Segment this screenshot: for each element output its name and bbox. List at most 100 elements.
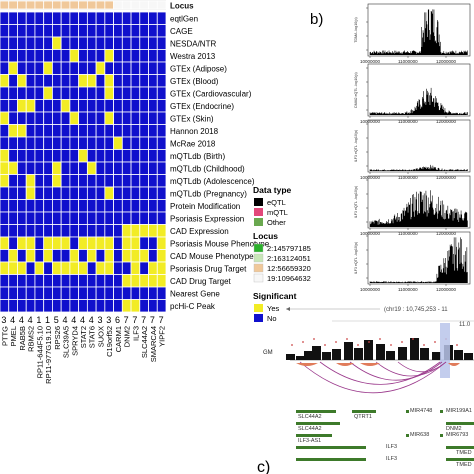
- heatmap-cell: [52, 161, 62, 175]
- heatmap-cell: [43, 186, 53, 200]
- heatmap-cell: [43, 124, 53, 138]
- heatmap-row-label: NESDA/NTR: [170, 39, 216, 48]
- heatmap-cell: [17, 161, 27, 175]
- heatmap-cell: [17, 11, 27, 25]
- legend-locus-label: 12:56659320: [267, 264, 311, 273]
- heatmap-column-digit: 4: [63, 315, 68, 325]
- heatmap-cell: [69, 286, 80, 300]
- heatmap-cell: [69, 261, 80, 275]
- heatmap-cell: [8, 236, 18, 250]
- heatmap-column-label: SLC44A2: [140, 326, 149, 358]
- track-xtick-label: 12000000: [436, 287, 457, 292]
- heatmap-cell: [148, 161, 158, 175]
- heatmap-row-label: mQTLdb (Adolescence): [170, 177, 255, 186]
- heatmap-cell: [130, 286, 141, 300]
- heatmap-cell: [43, 61, 53, 75]
- heatmap-cell: [139, 299, 149, 313]
- heatmap-cell: [148, 11, 158, 25]
- heatmap-cell: [113, 99, 123, 113]
- heatmap-cell: [139, 286, 149, 300]
- heatmap-cell: [95, 224, 106, 238]
- heatmap-row-label: GTEx (Adipose): [170, 64, 227, 73]
- heatmap-cell: [69, 236, 80, 250]
- heatmap-cell: [139, 161, 149, 175]
- heatmap-cell: [78, 24, 88, 38]
- heatmap-cell: [86, 261, 97, 275]
- heatmap-cell: [104, 61, 114, 75]
- heatmap-cell: [139, 11, 149, 25]
- panel-b-tracks: b) TDMA -log10(p) 10000000 11000000 1200000…: [310, 3, 471, 292]
- heatmap-cell: [95, 286, 106, 300]
- heatmap-cell: [17, 111, 27, 125]
- heatmap-cell: [148, 211, 158, 225]
- heatmap-cell: [86, 224, 97, 238]
- heatmap-cells: [0, 11, 167, 313]
- heatmap-cell: [69, 161, 80, 175]
- heatmap-cell: [17, 274, 27, 288]
- heatmap-cell: [130, 86, 141, 100]
- locus-strip: [0, 0, 167, 10]
- heatmap-cell: [0, 149, 10, 163]
- heatmap-cell: [43, 224, 53, 238]
- heatmap-cell: [86, 299, 97, 313]
- heatmap-cell: [104, 124, 114, 138]
- heatmap-column-digit: 3: [106, 315, 111, 325]
- heatmap-cell: [121, 136, 132, 150]
- heatmap-cell: [86, 136, 97, 150]
- track-signal: [369, 9, 468, 55]
- heatmap-cell: [52, 174, 62, 188]
- heatmap-cell: [113, 49, 123, 63]
- heatmap-locus-title: Locus: [170, 2, 194, 11]
- heatmap-cell: [0, 249, 10, 263]
- heatmap-cell: [113, 149, 123, 163]
- heatmap-cell: [43, 111, 53, 125]
- track-frame: [367, 231, 471, 285]
- heatmap-cell: [156, 61, 167, 75]
- legend-significant-title: Significant: [253, 291, 297, 301]
- heatmap-cell: [34, 161, 45, 175]
- heatmap-cell: [17, 149, 27, 163]
- heatmap-row-label: Psoriasis Mouse Phenotype: [170, 239, 270, 248]
- heatmap-cell: [156, 24, 167, 38]
- heatmap-cell: [78, 174, 88, 188]
- heatmap-row-label: CAD Mouse Phenotype: [170, 252, 254, 261]
- signal-bar: [376, 344, 385, 360]
- heatmap-cell: [104, 136, 114, 150]
- legend-locus-label: 19:10964632: [267, 274, 311, 283]
- heatmap-column-label: SMARCA4: [149, 326, 158, 362]
- heatmap-cell: [78, 36, 88, 50]
- heatmap-column-digit: 6: [115, 315, 120, 325]
- heatmap-cell: [0, 236, 10, 250]
- track-ylabel: ILF3 eQTL -log10(p): [354, 130, 358, 162]
- heatmap-cell: [95, 11, 106, 25]
- heatmap-cell: [25, 111, 36, 125]
- heatmap-cell: [86, 249, 97, 263]
- heatmap-cell: [69, 111, 80, 125]
- locus-strip-cell: [69, 0, 80, 10]
- legend-data-type-title: Data type: [253, 185, 292, 195]
- heatmap-cell: [121, 124, 132, 138]
- track-xtick-label: 11000000: [398, 231, 418, 236]
- heatmap-cell: [60, 199, 71, 213]
- signal-dot: [456, 344, 458, 346]
- heatmap-cell: [17, 86, 27, 100]
- heatmap-cell: [130, 24, 141, 38]
- heatmap-cell: [43, 74, 53, 88]
- heatmap-column-labels: 3PTTG4PMEL4RAB5B4RBMS21RP11-644F5.101RP1…: [0, 315, 166, 384]
- heatmap-cell: [8, 124, 18, 138]
- gene-label: MIR199A1: [446, 408, 472, 414]
- heatmap-cell: [60, 161, 71, 175]
- heatmap-cell: [34, 36, 45, 50]
- heatmap-cell: [148, 236, 158, 250]
- signal-bar: [296, 356, 305, 360]
- heatmap-cell: [148, 61, 158, 75]
- heatmap-column-label: YIPF2: [158, 326, 167, 347]
- heatmap-cell: [156, 299, 167, 313]
- heatmap-cell: [113, 274, 123, 288]
- heatmap-cell: [121, 199, 132, 213]
- heatmap-row-label: CAGE: [170, 27, 193, 36]
- heatmap-cell: [0, 49, 10, 63]
- heatmap-cell: [34, 124, 45, 138]
- track-ylabel: ILF3 eQTL -log10(p): [354, 242, 358, 274]
- heatmap-cell: [60, 186, 71, 200]
